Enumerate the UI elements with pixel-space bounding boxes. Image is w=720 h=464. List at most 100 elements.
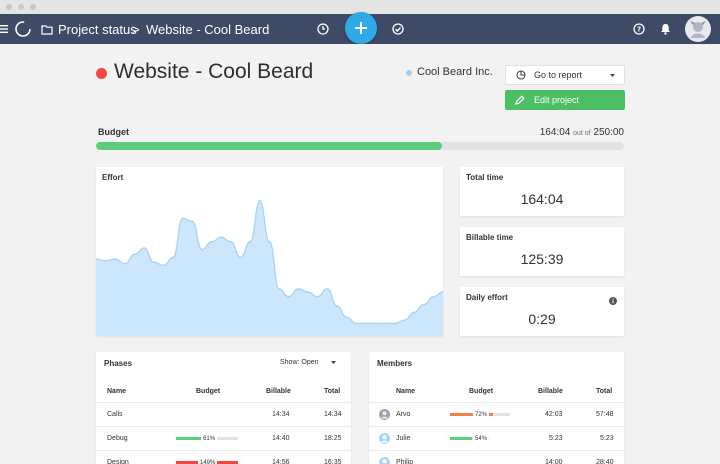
pie-chart-icon (516, 70, 526, 80)
member-budget-bar (450, 427, 490, 450)
member-name: Arvo (396, 411, 411, 418)
client-name[interactable]: Cool Beard Inc. (417, 66, 493, 78)
table-row[interactable]: Julie 54% 5:23 5:23 (369, 426, 624, 450)
project-status-dot (96, 68, 107, 79)
member-total: 28:40 (596, 459, 614, 464)
table-row[interactable]: Calls 14:34 14:34 (96, 402, 351, 426)
member-billable: 42:03 (545, 411, 563, 418)
effort-point-23 (316, 295, 319, 298)
phase-billable: 14:34 (272, 411, 290, 418)
window-zoom-dot[interactable] (30, 4, 36, 10)
member-avatar (379, 451, 390, 464)
svg-text:?: ? (637, 26, 641, 34)
effort-point-6 (152, 261, 155, 264)
member-billable: 14:00 (545, 459, 563, 464)
effort-point-15 (239, 256, 242, 259)
timer-icon[interactable] (316, 22, 330, 36)
table-row[interactable]: Philip 14:00 28:40 (369, 450, 624, 464)
phase-billable: 14:56 (272, 459, 290, 464)
effort-point-17 (258, 199, 261, 202)
effort-points (96, 199, 443, 325)
effort-point-27 (355, 322, 358, 325)
budget-out-of: out of (573, 130, 591, 137)
phases-header-name[interactable]: Name (107, 387, 127, 395)
chevron-down-icon (610, 74, 615, 77)
menu-icon[interactable] (0, 23, 8, 35)
member-total: 5:23 (600, 435, 614, 442)
member-name: Philip (396, 459, 414, 464)
members-header-row: Name Budget Billable Total (369, 384, 624, 398)
effort-point-7 (162, 264, 165, 267)
member-budget-pct: 72% (473, 403, 490, 426)
budget-fill (450, 413, 494, 416)
member-budget-track (450, 437, 490, 440)
effort-point-3 (123, 262, 126, 265)
chevron-down-icon (330, 360, 336, 364)
daily-effort-value: 0:29 (528, 311, 556, 327)
effort-point-5 (143, 247, 146, 250)
phase-total: 18:25 (324, 435, 342, 442)
effort-point-31 (393, 322, 396, 325)
budget-fill (176, 437, 214, 440)
effort-point-13 (220, 236, 223, 239)
breadcrumb-separator: > (132, 21, 140, 37)
budget-progress-fill (96, 142, 443, 150)
effort-point-11 (201, 248, 204, 251)
window-close-dot[interactable] (6, 4, 12, 10)
phase-name: Design (107, 459, 129, 464)
phases-header-total[interactable]: Total (324, 387, 341, 395)
effort-card: Effort (96, 167, 443, 336)
page-title: Website - Cool Beard (114, 60, 314, 83)
member-budget-pct: 54% (473, 427, 490, 450)
effort-point-18 (268, 240, 271, 243)
window-minimize-dot[interactable] (18, 4, 24, 10)
phases-header-row: Name Budget Billable Total (96, 384, 351, 398)
budget-label: Budget (98, 127, 129, 137)
effort-point-4 (133, 253, 136, 256)
effort-point-22 (307, 291, 310, 294)
phase-total: 16:35 (324, 459, 342, 464)
effort-point-2 (114, 258, 117, 261)
effort-point-12 (210, 240, 213, 243)
phase-name: Debug (107, 435, 128, 442)
help-icon[interactable]: ? (632, 22, 646, 36)
billable-time-value: 125:39 (520, 251, 564, 267)
members-header-budget[interactable]: Budget (469, 387, 494, 395)
go-to-report-label: Go to report (534, 70, 583, 80)
effort-point-19 (278, 287, 281, 290)
bell-icon[interactable] (658, 22, 672, 36)
members-title: Members (377, 359, 413, 368)
info-icon[interactable] (609, 292, 617, 305)
effort-point-20 (287, 295, 290, 298)
user-avatar[interactable] (685, 16, 711, 42)
total-time-value: 164:04 (520, 191, 564, 207)
members-header-billable[interactable]: Billable (538, 387, 563, 395)
edit-project-button[interactable]: Edit project (505, 90, 625, 110)
breadcrumb-project-status[interactable]: Project status (58, 21, 137, 37)
phase-total: 14:34 (324, 411, 342, 418)
member-billable: 5:23 (549, 435, 563, 442)
phases-card: Phases Show: Open Name Budget Billable T… (96, 352, 351, 464)
members-card: Members Name Budget Billable Total Arvo … (369, 352, 624, 464)
budget-value: 164:04 out of 250:00 (540, 127, 624, 138)
client-color-dot (406, 70, 412, 76)
effort-point-1 (104, 259, 107, 262)
effort-point-10 (191, 220, 194, 223)
table-row[interactable]: Debug 61% 14:40 18:25 (96, 426, 351, 450)
go-to-report-button[interactable]: Go to report (505, 65, 625, 85)
total-time-label: Total time (466, 173, 504, 182)
phases-header-billable[interactable]: Billable (266, 387, 291, 395)
table-row[interactable]: Design 149% 14:56 16:35 (96, 450, 351, 464)
phases-header-budget[interactable]: Budget (196, 387, 221, 395)
effort-point-21 (297, 287, 300, 290)
effort-point-33 (413, 311, 416, 314)
members-header-total[interactable]: Total (596, 387, 613, 395)
add-button[interactable] (345, 12, 377, 44)
app-logo-icon[interactable] (13, 19, 33, 39)
table-row[interactable]: Arvo 72% 42:03 57:48 (369, 402, 624, 426)
effort-area (96, 200, 443, 336)
member-avatar (379, 427, 390, 450)
check-icon[interactable] (391, 22, 405, 36)
members-header-name[interactable]: Name (396, 387, 416, 395)
phases-filter-select[interactable]: Show: Open (280, 359, 336, 366)
